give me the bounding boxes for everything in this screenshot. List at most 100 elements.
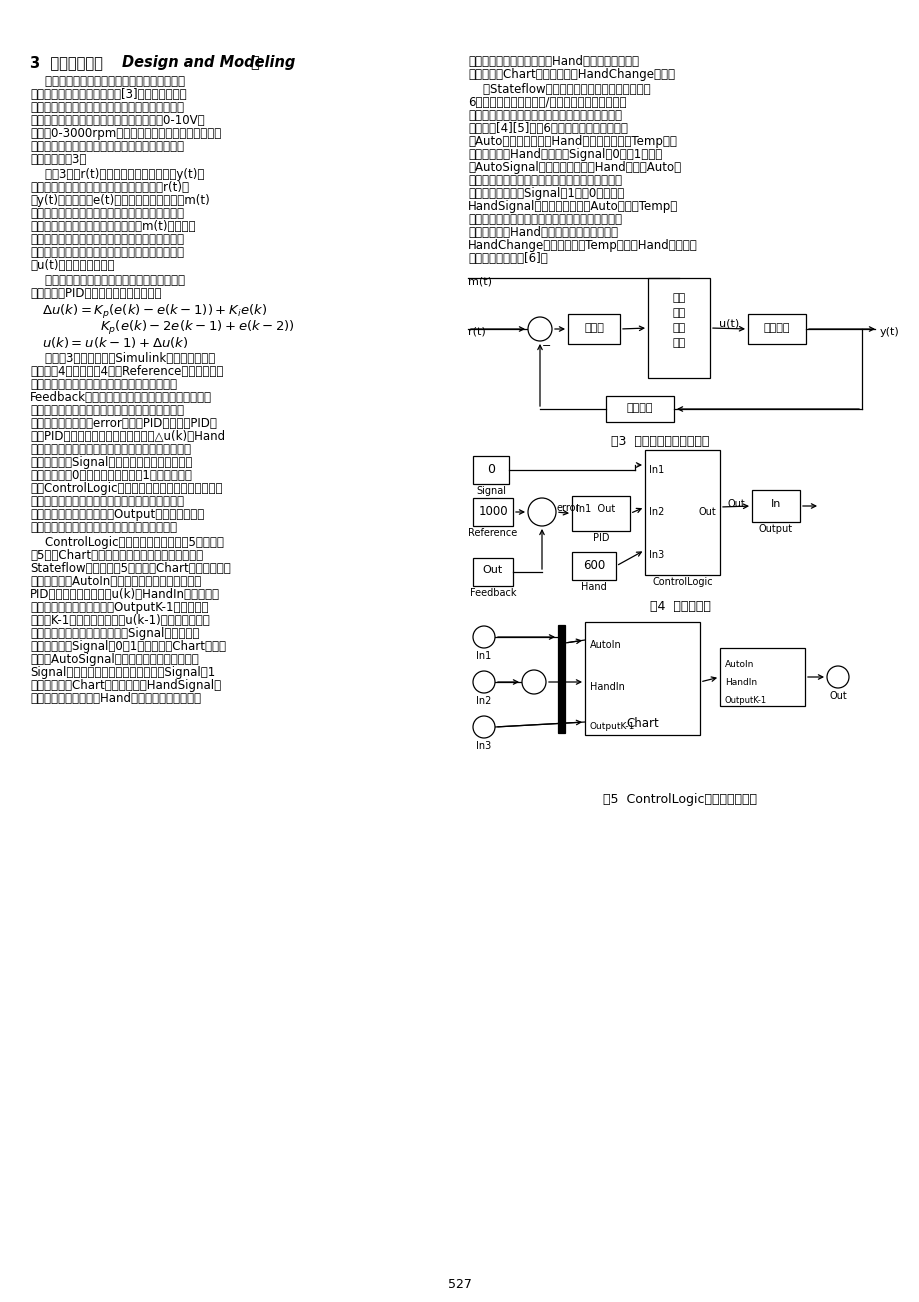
Text: 到时触发，在Chart框图中定义为HandSignal事: 到时触发，在Chart框图中定义为HandSignal事 (30, 680, 221, 691)
Text: 部事件输入：第一个事件输入为Signal信号，上升: 部事件输入：第一个事件输入为Signal信号，上升 (30, 628, 199, 641)
Text: 件；第三个事件输入为Hand信号，为跳变触发，即: 件；第三个事件输入为Hand信号，为跳变触发，即 (30, 691, 200, 704)
Text: 手动: 手动 (672, 309, 685, 318)
Bar (472, 456, 508, 484)
Text: error: error (556, 503, 580, 513)
Text: OutputK-1: OutputK-1 (724, 697, 766, 704)
Text: 态；ControlLogic模块是控制逻辑子系统，它完成手: 态；ControlLogic模块是控制逻辑子系统，它完成手 (30, 482, 222, 495)
Text: 在图3中，r(t)是电机转速基准输入值，y(t)是: 在图3中，r(t)是电机转速基准输入值，y(t)是 (30, 168, 204, 181)
Text: 在Stateflow中建立控制逻辑模型的框图，如图: 在Stateflow中建立控制逻辑模型的框图，如图 (468, 83, 650, 96)
Circle shape (472, 626, 494, 648)
Text: ）: ） (250, 55, 258, 70)
Bar (0, 0, 919, 46)
Text: 定义为AutoSignal事件；第二个事件输入也为: 定义为AutoSignal事件；第二个事件输入也为 (30, 654, 199, 667)
Text: 600: 600 (583, 559, 605, 572)
Text: In2: In2 (648, 506, 664, 517)
Text: Feedback: Feedback (470, 589, 516, 598)
Text: 态，保持上一时刻的输出不变，实现自动到手动的: 态，保持上一时刻的输出不变，实现自动到手动的 (468, 214, 621, 227)
Text: In2: In2 (476, 697, 491, 706)
Text: 去y(t)，得到偏差e(t)，送入控制器中计算。m(t): 去y(t)，得到偏差e(t)，送入控制器中计算。m(t) (30, 194, 210, 207)
Bar (472, 559, 513, 586)
Text: 入，即手动状态的输入值；OutputK-1为第三个输: 入，即手动状态的输入值；OutputK-1为第三个输 (30, 602, 209, 615)
Bar (647, 279, 709, 378)
Text: 冲数计算出电机实际转速值；基准转速减去实际反: 冲数计算出电机实际转速值；基准转速减去实际反 (30, 404, 184, 417)
Text: 模块为手动输入子系统，用于输入自动状态下的电机: 模块为手动输入子系统，用于输入自动状态下的电机 (30, 443, 191, 456)
Text: 动的无扰切换；当Signal由1变为0时，产生: 动的无扰切换；当Signal由1变为0时，产生 (468, 187, 624, 201)
Text: 图4  控制器模型: 图4 控制器模型 (649, 600, 709, 613)
Text: Out: Out (726, 499, 744, 509)
Text: 在计算机控制系统中，电机转速控制是一类常: 在计算机控制系统中，电机转速控制是一类常 (30, 76, 185, 89)
Circle shape (521, 671, 545, 694)
Text: PID: PID (592, 533, 608, 543)
Text: 入模块，用于输入自动状态下的电机期望转速；: 入模块，用于输入自动状态下的电机期望转速； (30, 378, 176, 391)
Text: Out: Out (828, 691, 846, 700)
Text: ControlLogic: ControlLogic (652, 577, 712, 587)
Text: $u(k) = u(k-1) + \Delta u(k)$: $u(k) = u(k-1) + \Delta u(k)$ (42, 335, 188, 350)
Text: 反馈转速: 反馈转速 (626, 404, 652, 413)
Text: 另外，为了更加符合工程实现，本文中使用常: 另外，为了更加符合工程实现，本文中使用常 (30, 273, 185, 286)
Text: 根据图3框图所示，在Simulink中建立控制器模: 根据图3框图所示，在Simulink中建立控制器模 (30, 352, 215, 365)
Text: 压对应0-3000rpm的转速，并且可得到与转速成正比: 压对应0-3000rpm的转速，并且可得到与转速成正比 (30, 128, 221, 141)
Circle shape (472, 716, 494, 738)
Bar (751, 490, 800, 522)
Text: +: + (538, 506, 547, 517)
Text: In1: In1 (648, 465, 664, 475)
Text: 6所示，它主要完成自动/手动无扰切换功能。在实: 6所示，它主要完成自动/手动无扰切换功能。在实 (468, 96, 626, 109)
Text: Chart: Chart (626, 717, 658, 730)
Text: Feedback模块是转速反馈子系统，根据接收到的脉: Feedback模块是转速反馈子系统，根据接收到的脉 (30, 391, 211, 404)
Text: 型，如图4所示。在图4中，Reference模块为基准输: 型，如图4所示。在图4中，Reference模块为基准输 (30, 365, 223, 378)
Text: 总体框图见图3。: 总体框图见图3。 (30, 154, 86, 165)
Text: 3: 3 (480, 721, 487, 734)
Text: In3: In3 (476, 741, 491, 751)
Text: 当前运行状态判断最终输出值，最后得到实际输出: 当前运行状态判断最终输出值，最后得到实际输出 (30, 246, 184, 259)
Text: 上升沿和下降沿都会触发，Hand输入值只要改变就: 上升沿和下降沿都会触发，Hand输入值只要改变就 (468, 55, 639, 68)
Text: 图3  电机转速控制系统框图: 图3 电机转速控制系统框图 (610, 435, 709, 448)
Bar (720, 648, 804, 706)
Text: r(t): r(t) (468, 327, 485, 337)
Text: 0: 0 (486, 464, 494, 477)
Text: Hand: Hand (581, 582, 607, 592)
Bar (472, 497, 513, 526)
Text: Signal信号，但它为下降沿触发，即当Signal由1: Signal信号，但它为下降沿触发，即当Signal由1 (30, 667, 215, 680)
Text: 入，即K-1时刻的控制器输出u(k-1)。它还有三个外: 入，即K-1时刻的控制器输出u(k-1)。它还有三个外 (30, 615, 210, 628)
Text: HandChange事件，系统由Temp转换到Hand状态，输: HandChange事件，系统由Temp转换到Hand状态，输 (468, 240, 697, 253)
Text: OutputK-1: OutputK-1 (589, 723, 635, 730)
Text: 527: 527 (448, 1279, 471, 1292)
Text: PID控制器计算后的输出u(k)；HandIn为第二个输: PID控制器计算后的输出u(k)；HandIn为第二个输 (30, 589, 220, 602)
Text: Output: Output (758, 523, 792, 534)
Text: 块是PID计算子系统，每次计算出增量△u(k)；Hand: 块是PID计算子系统，每次计算出增量△u(k)；Hand (30, 430, 225, 443)
Text: 自动: 自动 (672, 293, 685, 303)
Text: 见的系统，得到了广泛的研究[3]。为了表明一般: 见的系统，得到了广泛的研究[3]。为了表明一般 (30, 89, 187, 102)
Bar (558, 625, 564, 733)
Text: 动自动无扰切换功能，根据当前状态和输入数据完: 动自动无扰切换功能，根据当前状态和输入数据完 (30, 495, 184, 508)
Text: 系统缺省进入Hand状态，当Signal由0变为1时，产: 系统缺省进入Hand状态，当Signal由0变为1时，产 (468, 148, 662, 161)
Text: 控制: 控制 (672, 323, 685, 333)
Text: 出改变后的手动值[6]。: 出改变后的手动值[6]。 (468, 253, 547, 266)
Text: ControlLogic子系统的内部结构如图5所示。在: ControlLogic子系统的内部结构如图5所示。在 (30, 536, 223, 549)
Bar (644, 450, 720, 575)
Text: m(t): m(t) (468, 276, 492, 286)
Text: 期望转速值；Signal模块为自动手动信号判断模: 期望转速值；Signal模块为自动手动信号判断模 (30, 456, 192, 469)
Text: 成转换，得到合适的输出；Output模块是输出子系: 成转换，得到合适的输出；Output模块是输出子系 (30, 508, 204, 521)
Text: 控制器: 控制器 (584, 323, 603, 333)
Text: 要的作用[4][5]。图6共有三个状态：自动状态: 要的作用[4][5]。图6共有三个状态：自动状态 (468, 122, 627, 135)
Text: 态，控制器输出从当前值开始累积，实现手动到自: 态，控制器输出从当前值开始累积，实现手动到自 (468, 174, 621, 187)
Text: 转速实际反馈值。当处于自动控制状态时，r(t)减: 转速实际反馈值。当处于自动控制状态时，r(t)减 (30, 181, 188, 194)
Text: 生AutoSignal事件，这时系统由Hand转换到Auto状: 生AutoSignal事件，这时系统由Hand转换到Auto状 (468, 161, 680, 174)
Text: 沿触发，即当Signal由0到1时触发，在Chart框图中: 沿触发，即当Signal由0到1时触发，在Chart框图中 (30, 641, 226, 654)
Text: 3  设计和建模（: 3 设计和建模（ (30, 55, 103, 70)
Bar (584, 622, 699, 736)
Text: 1: 1 (834, 671, 841, 684)
Text: 逻辑: 逻辑 (672, 339, 685, 348)
Text: 馈转速后，得到偏差error，送到PID模块中；PID模: 馈转速后，得到偏差error，送到PID模块中；PID模 (30, 417, 217, 430)
Circle shape (528, 497, 555, 526)
Bar (572, 496, 630, 531)
Text: Design and Modeling: Design and Modeling (122, 55, 295, 70)
Text: Stateflow框图。由图5可看出，Chart框图有三个外: Stateflow框图。由图5可看出，Chart框图有三个外 (30, 562, 231, 575)
Text: （Auto）、手动状态（Hand）和过渡暂态（Temp）。: （Auto）、手动状态（Hand）和过渡暂态（Temp）。 (468, 135, 676, 148)
Text: In: In (770, 499, 780, 509)
Text: 块，它的值为0时处于手动状态，为1时处于自动状: 块，它的值为0时处于手动状态，为1时处于自动状 (30, 469, 192, 482)
Text: Out: Out (482, 565, 503, 575)
Text: 自动计算值共同送入自动手动控制逻辑单元，根据: 自动计算值共同送入自动手动控制逻辑单元，根据 (30, 233, 184, 246)
Circle shape (472, 671, 494, 693)
Text: 系统。电机的转速使用模拟电压进行控制，0-10V电: 系统。电机的转速使用模拟电压进行控制，0-10V电 (30, 115, 204, 128)
